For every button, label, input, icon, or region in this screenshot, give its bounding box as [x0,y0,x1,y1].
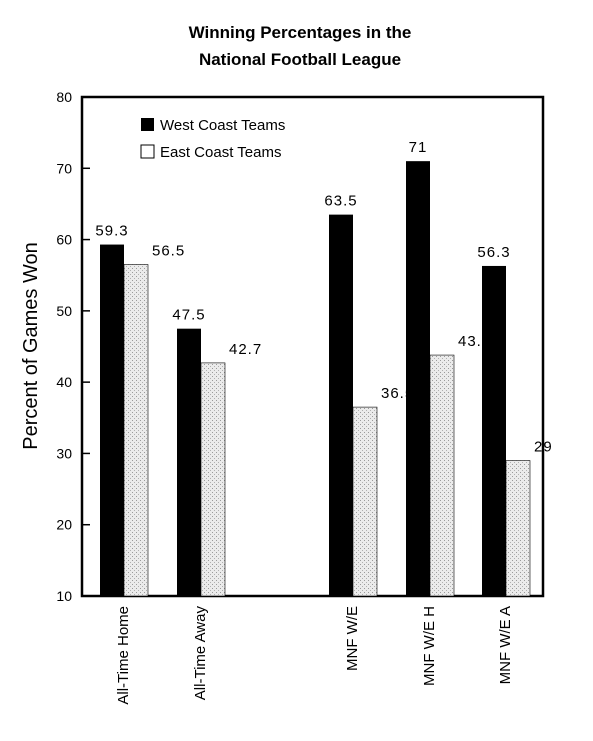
data-label-east: 29 [534,439,553,456]
legend-swatch-west [141,118,154,131]
data-labels: 59.3 56.5 47.5 42.7 63.5 36.5 71 43.8 56.3 29 [95,139,553,456]
data-label-east: 36.5 [381,385,414,402]
bar-east-coast [429,354,455,597]
bar-west-coast [482,265,506,596]
plot-area-frame [80,95,545,598]
legend: West Coast Teams East Coast Teams [140,117,285,161]
y-tick-label: 10 [56,588,72,604]
data-label-west: 56.3 [477,244,510,261]
category-labels: All-Time Home All-Time Away MNF W/E MNF W/E… [115,606,514,705]
bar-west-coast [100,244,124,596]
y-tick-label: 30 [56,445,72,461]
y-tick-label: 60 [56,232,72,248]
data-label-west: 59.3 [95,223,128,240]
bar-west-coast [177,328,201,596]
bar-east-coast [505,460,531,597]
legend-swatch-east [140,144,155,159]
y-tick-label: 20 [56,517,72,533]
bar-east-coast [352,406,378,597]
category-label: All-Time Home [115,606,132,705]
bar-east-coast [200,362,226,597]
category-label: MNF W/E H [421,606,438,686]
bars [100,161,531,597]
data-label-east: 56.5 [152,243,185,260]
data-label-east: 43.8 [458,333,491,350]
y-tick-label: 70 [56,160,72,176]
bar-west-coast [329,214,353,596]
y-tick-label: 50 [56,303,72,319]
category-label: All-Time Away [192,606,209,701]
y-tick-label: 40 [56,374,72,390]
data-label-west: 63.5 [324,193,357,210]
legend-label-west: West Coast Teams [160,117,285,134]
legend-label-east: East Coast Teams [160,144,281,161]
y-axis-label: Percent of Games Won [20,242,42,450]
chart-title-line-1: Winning Percentages in the [189,23,412,42]
data-label-west: 71 [409,139,428,156]
y-axis-ticks: 10 20 30 40 50 60 70 80 [56,89,90,604]
bar-east-coast [123,264,149,597]
bar-west-coast [406,161,430,596]
category-label: MNF W/E A [497,606,514,684]
chart-title-line-2: National Football League [199,50,401,69]
data-label-east: 42.7 [229,341,262,358]
data-label-west: 47.5 [172,307,205,324]
category-label: MNF W/E [344,606,361,671]
y-tick-label: 80 [56,89,72,105]
